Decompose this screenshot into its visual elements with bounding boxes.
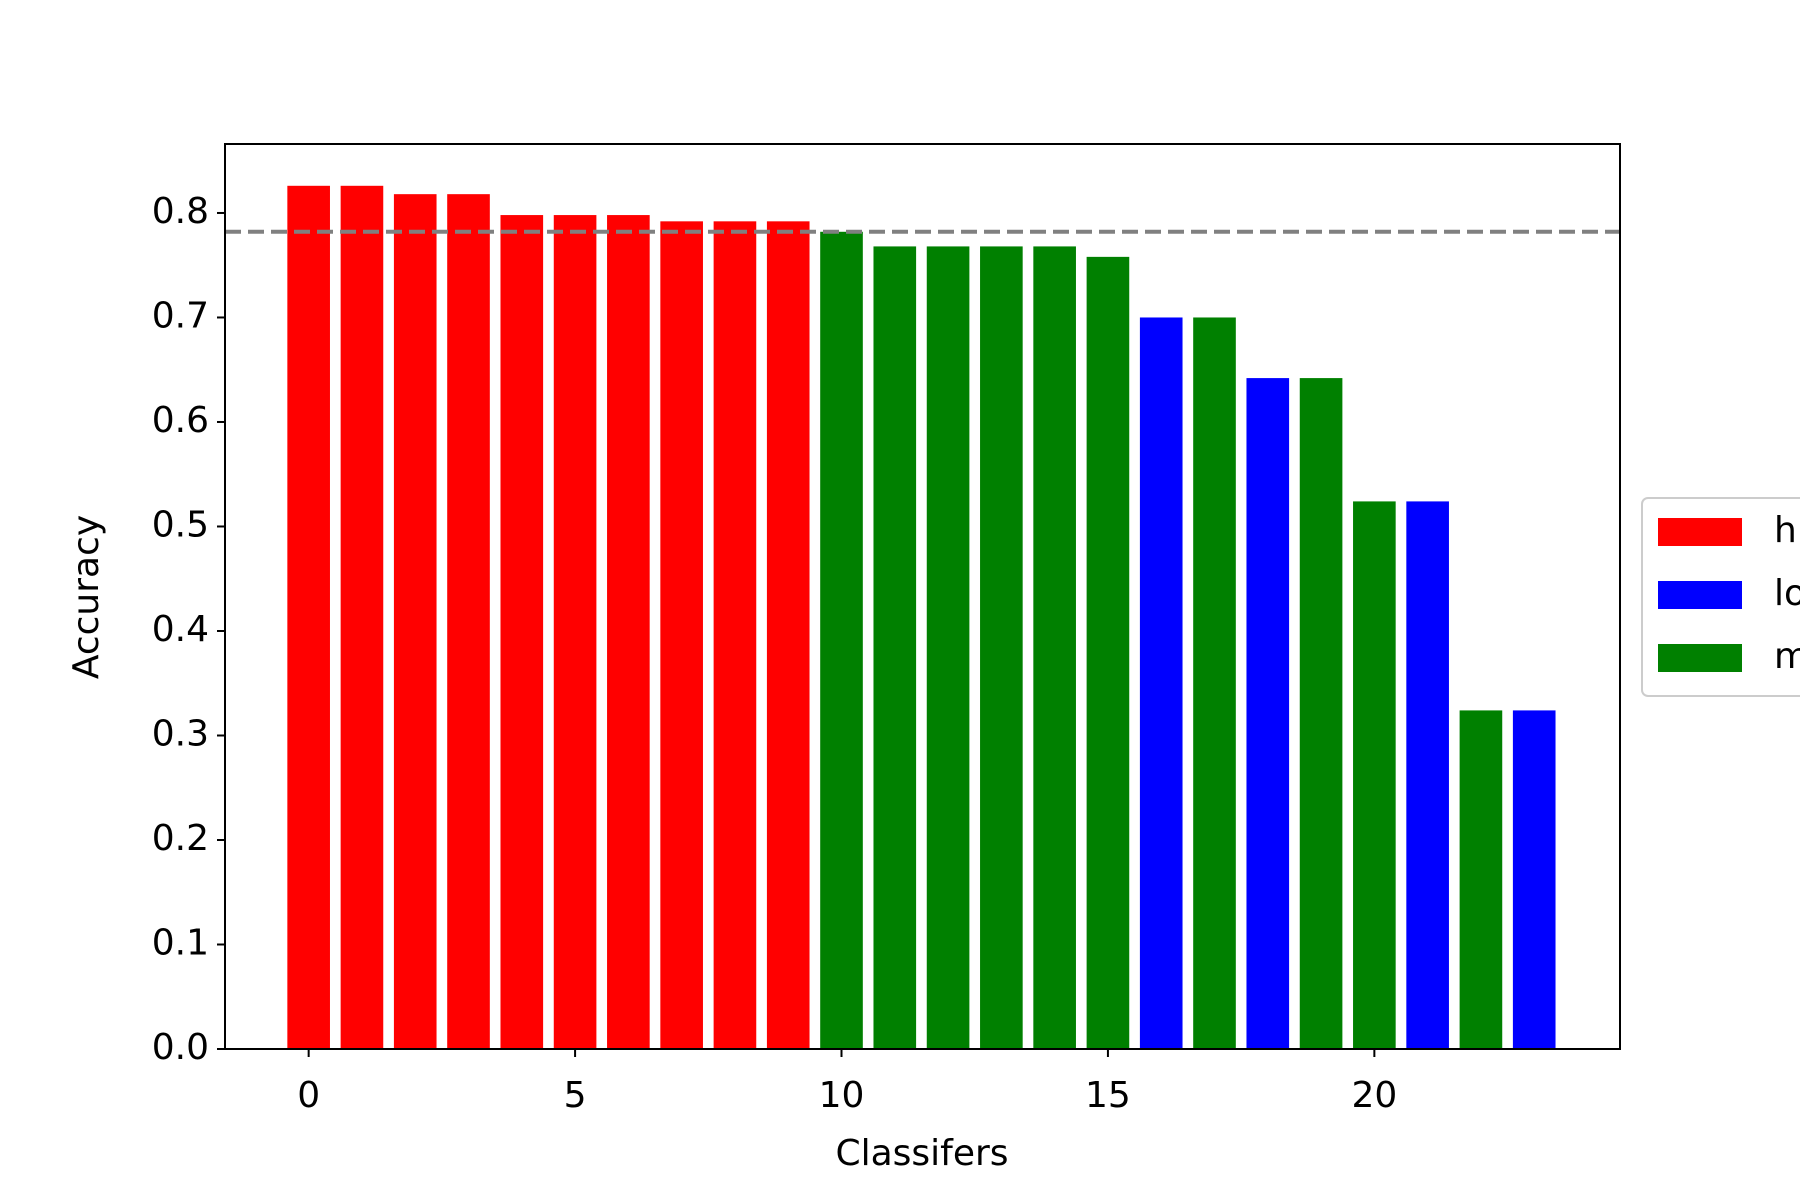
- x-tick-label: 15: [1085, 1075, 1131, 1116]
- bar: [500, 215, 544, 1049]
- bar: [660, 221, 703, 1049]
- bar: [1246, 378, 1290, 1049]
- legend-label: m: [1774, 636, 1800, 677]
- x-tick-label: 20: [1351, 1075, 1397, 1116]
- bar: [820, 231, 863, 1050]
- bar: [393, 194, 437, 1049]
- x-axis-label: Classifers: [835, 1133, 1008, 1174]
- bar: [1139, 317, 1183, 1050]
- bar: [1406, 501, 1449, 1049]
- axes-frame: [224, 143, 1621, 1050]
- bar: [447, 194, 490, 1049]
- y-tick-label: 0.5: [152, 504, 209, 545]
- bar: [1512, 710, 1556, 1049]
- bar: [1033, 246, 1076, 1049]
- y-tick-label: 0.7: [152, 295, 209, 336]
- y-tick-label: 0.1: [152, 922, 209, 963]
- y-tick-label: 0.6: [152, 400, 209, 441]
- legend-label: h: [1774, 510, 1797, 551]
- legend-swatch: [1658, 644, 1742, 672]
- y-tick-label: 0.4: [152, 609, 209, 650]
- y-axis-label: Accuracy: [66, 515, 107, 679]
- bar: [873, 246, 917, 1049]
- bar: [1299, 378, 1343, 1049]
- legend-swatch: [1658, 581, 1742, 609]
- bar: [766, 221, 810, 1049]
- bar: [553, 215, 597, 1049]
- bar: [1459, 710, 1503, 1049]
- y-tick-label: 0.3: [152, 713, 209, 754]
- x-tick-label: 10: [819, 1075, 865, 1116]
- y-tick-label: 0.0: [152, 1027, 209, 1068]
- bar: [340, 185, 384, 1049]
- bar: [926, 246, 970, 1049]
- y-tick-label: 0.8: [152, 191, 209, 232]
- x-tick-label: 0: [297, 1075, 320, 1116]
- bar: [1086, 256, 1130, 1049]
- legend-label: lo: [1774, 573, 1800, 614]
- y-tick-label: 0.2: [152, 818, 209, 859]
- legend-swatch: [1658, 518, 1742, 546]
- x-tick-label: 5: [564, 1075, 587, 1116]
- bar: [1193, 317, 1236, 1050]
- bar: [713, 221, 757, 1049]
- bar: [980, 246, 1023, 1049]
- bar: [1353, 501, 1396, 1049]
- bar: [607, 215, 650, 1049]
- bar: [287, 185, 330, 1049]
